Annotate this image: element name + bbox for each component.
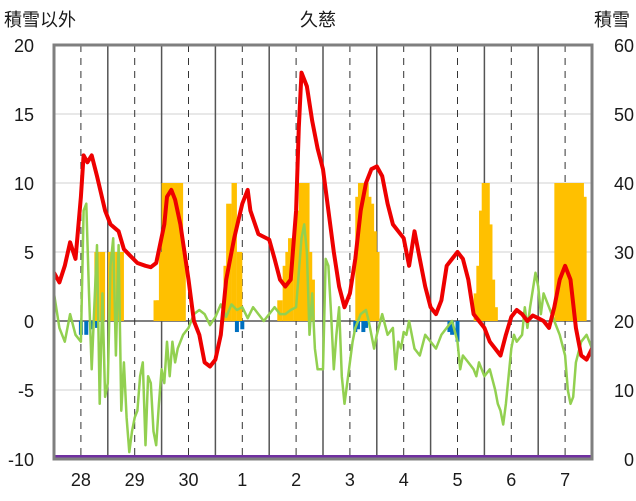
blue-bar [361, 321, 366, 333]
snow-bar [118, 252, 124, 321]
left-axis-label: 積雪以外 [4, 10, 76, 31]
y-left-tick-label: 20 [14, 36, 34, 56]
x-tick-label: 7 [560, 470, 570, 490]
snow-bar [487, 224, 493, 321]
y-right-tick-label: 30 [614, 243, 634, 263]
y-right-tick-label: 60 [614, 36, 634, 56]
series-line-red [54, 70, 592, 369]
y-left-tick-label: -5 [18, 381, 34, 401]
x-tick-label: 30 [178, 470, 198, 490]
series-lines [54, 70, 592, 459]
snow-bar [374, 252, 380, 321]
y-left-tick-label: 10 [14, 174, 34, 194]
snow-bar [236, 252, 243, 321]
grid [54, 44, 592, 460]
x-tick-label: 28 [71, 470, 91, 490]
x-tick-label: 6 [506, 470, 516, 490]
snow-bar [492, 307, 498, 321]
blue-bar [447, 321, 452, 333]
y-left-tick-label: 0 [24, 312, 34, 332]
snow-bar [99, 252, 106, 321]
chart-title: 久慈 [300, 10, 336, 31]
y-left-tick-label: 5 [24, 243, 34, 263]
x-tick-label: 4 [399, 470, 409, 490]
snow-bar [180, 252, 186, 321]
blue-bar [234, 321, 239, 333]
x-tick-label: 5 [452, 470, 462, 490]
y-right-tick-label: 10 [614, 381, 634, 401]
snow-bar [581, 196, 587, 321]
x-tick-label: 3 [345, 470, 355, 490]
blue-bar [84, 321, 89, 335]
snow-bar [277, 300, 283, 321]
y-right-tick-label: 0 [624, 450, 634, 470]
x-tick-label: 2 [291, 470, 301, 490]
blue-bar [95, 321, 100, 328]
y-right-tick-label: 50 [614, 105, 634, 125]
series-line-green [54, 202, 592, 454]
y-right-tick-label: 40 [614, 174, 634, 194]
blue-bar [364, 321, 369, 328]
blue-bar [240, 321, 245, 330]
x-tick-label: 29 [125, 470, 145, 490]
blue-bar [355, 321, 360, 330]
x-tick-label: 1 [237, 470, 247, 490]
blue-bar [455, 321, 460, 342]
plot-frame [52, 43, 594, 461]
y-left-tick-label: -10 [8, 450, 34, 470]
y-right-tick-label: 20 [614, 312, 634, 332]
right-axis-label: 積雪 [594, 10, 630, 31]
blue-bar [450, 321, 455, 335]
snow-bar [231, 183, 237, 321]
snow-bar [489, 279, 496, 321]
blue-bar [89, 321, 94, 330]
y-left-tick-label: 15 [14, 105, 34, 125]
